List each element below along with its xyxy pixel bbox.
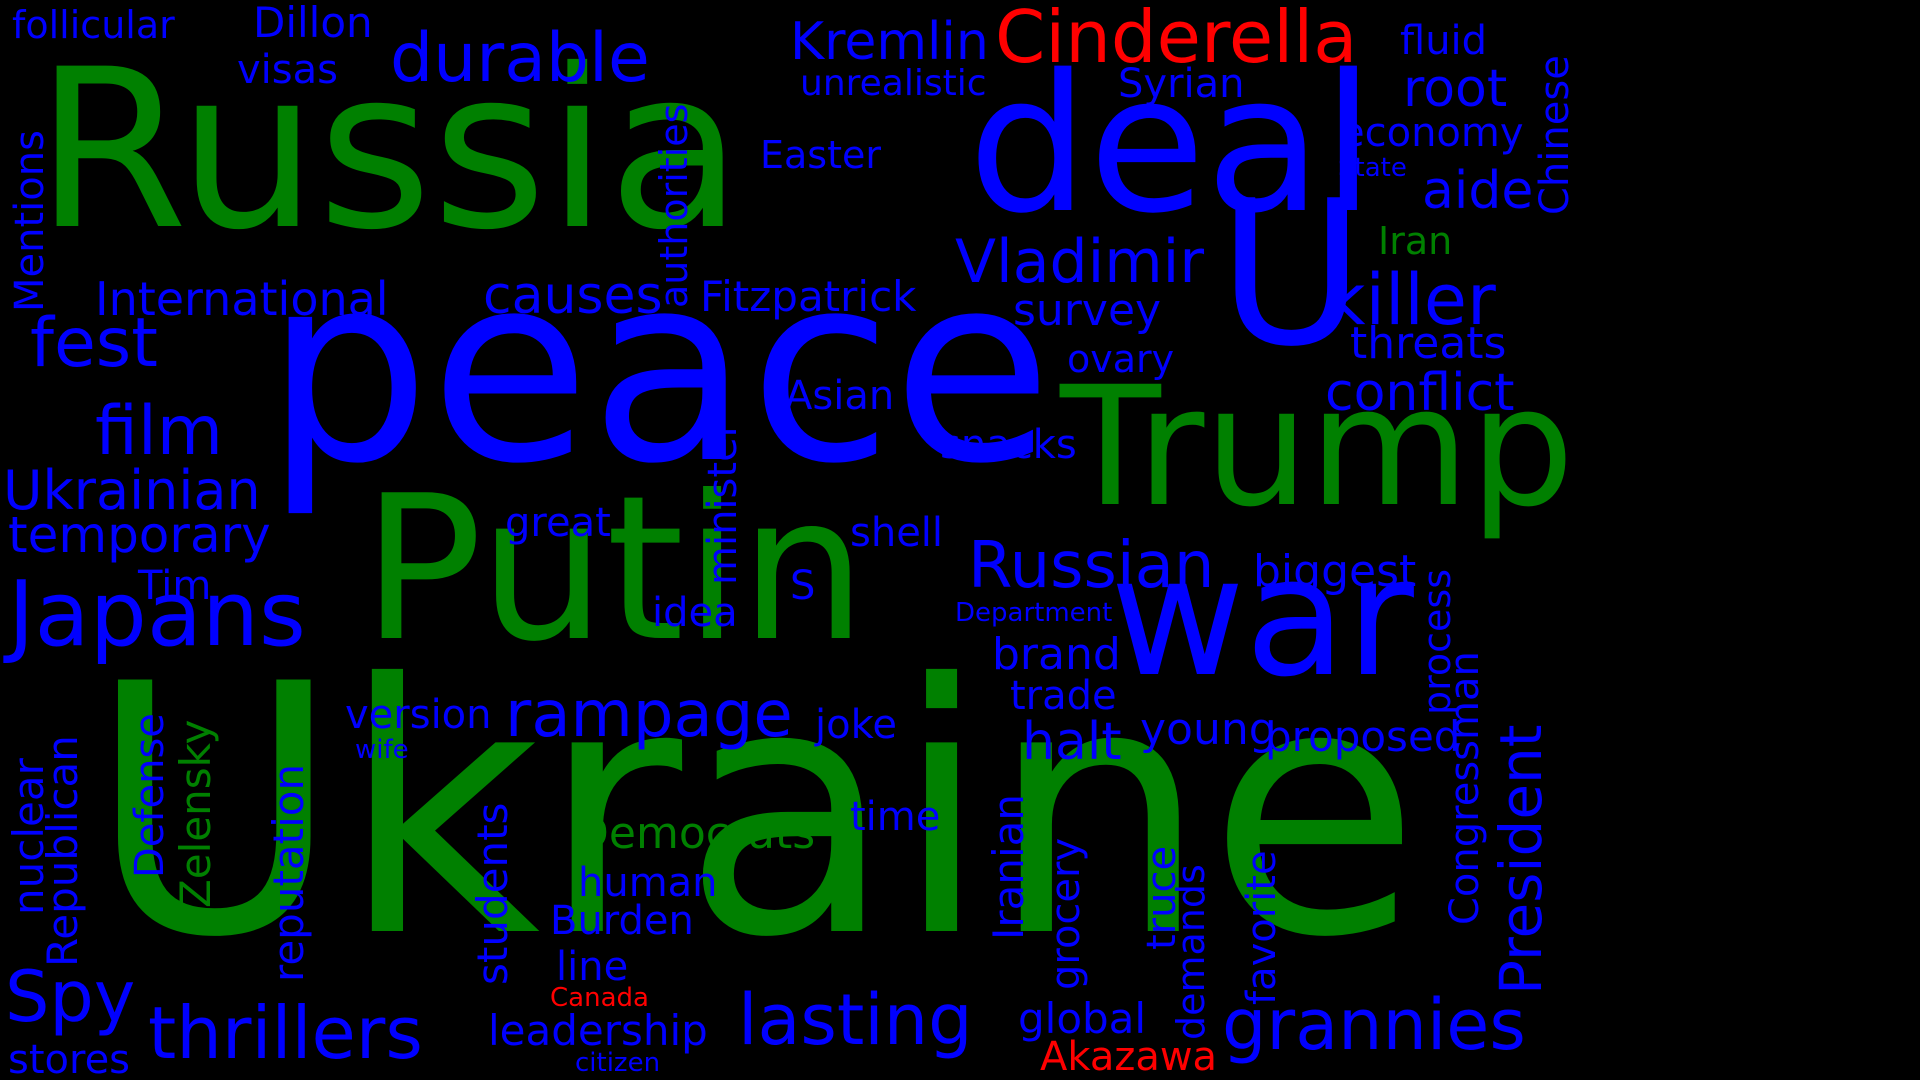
word-root: root <box>1403 59 1508 119</box>
word-war: war <box>1110 521 1414 713</box>
word-line: line <box>556 944 629 990</box>
word-shell: shell <box>850 510 944 556</box>
word-brand: brand <box>992 629 1121 680</box>
word-president: President <box>1487 724 1555 995</box>
word-trade: trade <box>1010 673 1117 719</box>
word-trump: Trump <box>1060 351 1575 543</box>
word-russia: Russia <box>35 22 743 278</box>
word-global: global <box>1018 994 1147 1043</box>
word-unrealistic: unrealistic <box>800 63 987 104</box>
word-joke: joke <box>815 702 897 748</box>
word-young: young <box>1140 704 1277 755</box>
word-fitzpatrick: Fitzpatrick <box>700 272 917 321</box>
word-ovary: ovary <box>1067 337 1175 381</box>
word-citizen: citizen <box>575 1048 661 1078</box>
word-akazawa: Akazawa <box>1040 1034 1218 1080</box>
word-threats: threats <box>1350 318 1507 369</box>
word-s: S <box>790 563 816 609</box>
word-fluid: fluid <box>1400 18 1488 64</box>
word-time: time <box>850 794 941 840</box>
word-state: State <box>1338 153 1407 183</box>
word-killer: killer <box>1325 259 1496 341</box>
word-idea: idea <box>652 590 738 636</box>
word-syrian: Syrian <box>1118 61 1245 107</box>
word-process: process <box>1415 568 1459 715</box>
word-dillon: Dillon <box>253 0 373 47</box>
word-human: human <box>578 860 718 906</box>
word-survey: survey <box>1013 285 1162 336</box>
word-easter: Easter <box>760 133 881 177</box>
word-spy: Spy <box>5 956 136 1038</box>
word-students: students <box>468 802 517 985</box>
word-chinese: Chinese <box>1532 55 1578 215</box>
word-wife: wife <box>355 735 409 765</box>
word-putin: Putin <box>362 453 867 686</box>
word-great: great <box>505 500 611 546</box>
word-asian: Asian <box>785 373 895 419</box>
word-international: International <box>95 272 389 326</box>
word-mentions: Mentions <box>7 130 53 312</box>
word-stores: stores <box>8 1037 131 1080</box>
word-rampage: rampage <box>505 678 793 752</box>
word-minister: minister <box>700 420 746 585</box>
word-grocery: grocery <box>1043 837 1089 990</box>
word-follicular: follicular <box>12 3 175 47</box>
word-halt: halt <box>1022 712 1122 772</box>
word-lasting: lasting <box>738 979 973 1061</box>
word-department: Department <box>955 598 1113 628</box>
word-snacks: snacks <box>940 422 1077 468</box>
word-favorite: favorite <box>1239 850 1285 1005</box>
word-grannies: grannies <box>1222 984 1526 1066</box>
word-russian: Russian <box>968 529 1215 603</box>
word-ukrainian: Ukrainian <box>3 459 261 522</box>
word-economy: economy <box>1340 110 1524 156</box>
word-peace: peace <box>265 219 1053 521</box>
word-film: film <box>95 392 223 471</box>
word-iran: Iran <box>1378 219 1453 263</box>
word-conflict: conflict <box>1325 363 1515 423</box>
word-causes: causes <box>483 266 663 326</box>
word-cinderella: Cinderella <box>995 0 1358 79</box>
word-nuclear: nuclear <box>4 758 53 915</box>
word-democrats: Democrats <box>575 808 816 859</box>
word-leadership: leadership <box>488 1006 708 1055</box>
word-temporary: temporary <box>8 506 271 564</box>
word-u: U <box>1218 158 1365 391</box>
word-authorities: authorities <box>652 103 696 308</box>
word-ukraine: Ukraine <box>88 612 1421 1013</box>
word-durable: durable <box>390 19 650 98</box>
word-iranian: Iranian <box>984 793 1033 940</box>
word-visas: visas <box>237 47 338 93</box>
word-kremlin: Kremlin <box>790 12 989 72</box>
word-fest: fest <box>30 304 158 383</box>
word-aide: aide <box>1422 161 1534 221</box>
word-canada: Canada <box>550 983 649 1013</box>
word-defense: Defense <box>127 713 173 878</box>
word-proposed: proposed <box>1265 712 1461 761</box>
word-vladimir: Vladimir <box>955 227 1205 297</box>
word-deal: deal <box>968 34 1375 255</box>
word-burden: Burden <box>550 898 694 944</box>
word-demands: demands <box>1169 864 1213 1040</box>
word-biggest: biggest <box>1253 546 1417 597</box>
word-reputation: reputation <box>264 763 313 982</box>
word-japans: Japans <box>8 562 306 667</box>
word-version: version <box>345 692 492 738</box>
word-thrillers: thrillers <box>148 991 423 1075</box>
word-tim: Tim <box>138 563 212 609</box>
word-zelensky: Zelensky <box>171 719 220 908</box>
